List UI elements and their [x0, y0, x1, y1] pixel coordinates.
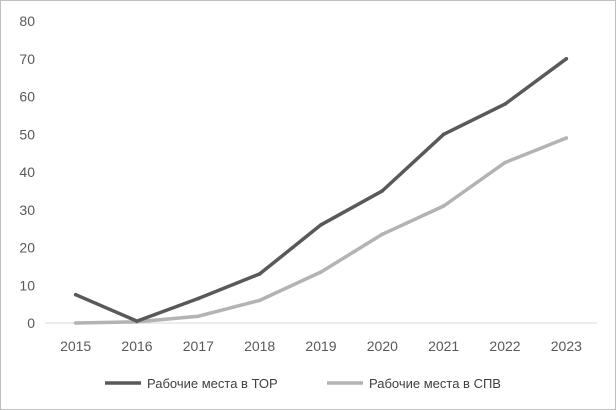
legend-label-1: Рабочие места в ТОР	[147, 376, 278, 391]
y-tick-label: 70	[19, 51, 35, 67]
x-tick-label: 2015	[60, 338, 91, 354]
data-point	[564, 136, 569, 140]
x-tick-label: 2020	[367, 338, 398, 354]
series-line-2	[73, 136, 569, 325]
x-tick-label: 2019	[305, 338, 336, 354]
series-layer	[73, 56, 569, 325]
legend-label-2: Рабочие места в СПВ	[369, 376, 501, 391]
data-point	[319, 223, 323, 227]
y-tick-label: 10	[19, 277, 35, 293]
data-point	[441, 204, 446, 208]
data-point	[564, 56, 569, 61]
data-point	[73, 292, 78, 297]
data-point	[503, 160, 507, 165]
x-tick-label: 2021	[428, 338, 459, 354]
y-tick-label: 60	[19, 89, 35, 105]
data-point	[380, 189, 385, 193]
axis-layer: 0 10 20 30 40 50 60 70 80 2015 2016 2017 2018 2019 202…	[19, 13, 597, 354]
data-point	[503, 102, 507, 106]
data-point	[196, 314, 201, 319]
data-point	[135, 319, 139, 323]
data-point	[380, 232, 385, 237]
data-point	[257, 298, 262, 303]
x-tick-label: 2018	[244, 338, 275, 354]
y-tick-label: 0	[27, 315, 35, 331]
x-tick-label: 2017	[183, 338, 214, 354]
y-tick-label: 20	[19, 240, 35, 256]
data-point	[73, 321, 78, 325]
x-tick-label: 2022	[489, 338, 520, 354]
x-tick-label: 2023	[551, 338, 582, 354]
y-tick-label: 30	[19, 202, 35, 218]
data-point	[196, 296, 201, 301]
x-tick-label: 2016	[121, 338, 152, 354]
y-tick-label: 50	[19, 126, 35, 142]
data-point	[319, 270, 323, 274]
data-point	[257, 272, 262, 276]
series-line-1	[73, 57, 569, 323]
data-point	[441, 132, 446, 137]
y-tick-label: 80	[19, 13, 35, 29]
y-tick-label: 40	[19, 164, 35, 180]
legend: Рабочие места в ТОР Рабочие места в СПВ	[105, 376, 501, 391]
